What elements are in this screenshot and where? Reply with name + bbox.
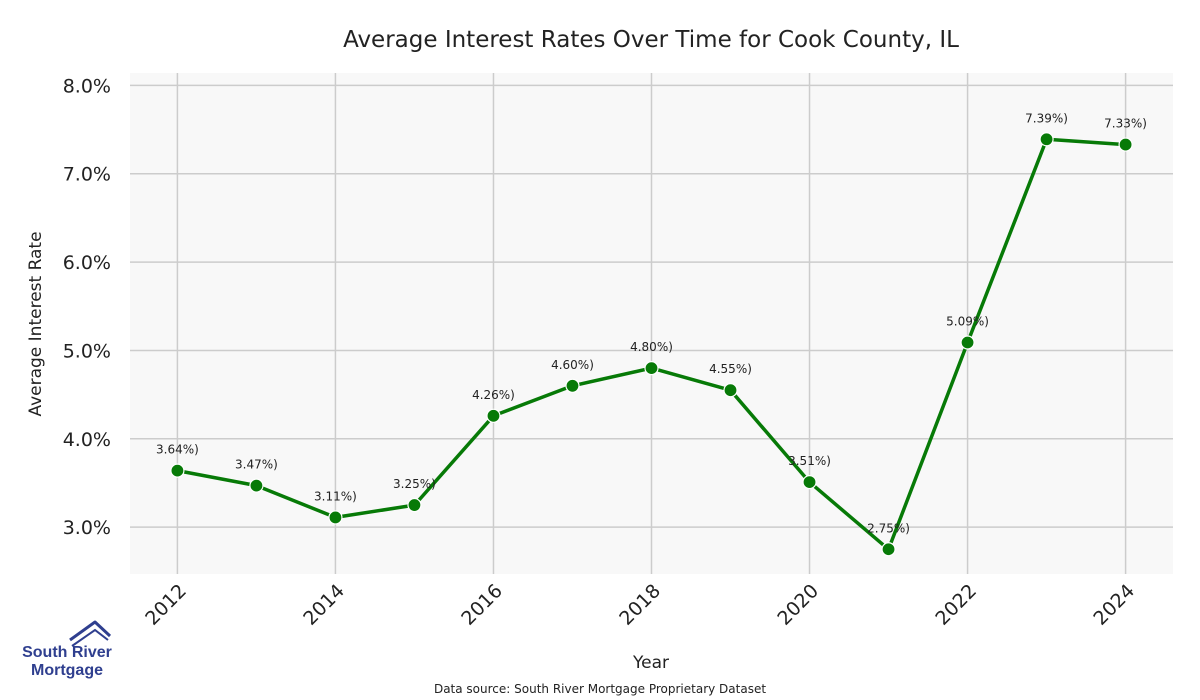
data-label: 3.64%) (156, 443, 199, 457)
data-labels: 3.64%) 3.47%) 3.11%) 3.25%) 4.26%) 4.60%) 4.80… (156, 111, 1147, 535)
data-label: 3.25%) (393, 477, 436, 491)
x-tick-label: 2012 (141, 580, 191, 630)
company-logo: South River Mortgage (22, 620, 112, 679)
chart-title: Average Interest Rates Over Time for Coo… (343, 27, 959, 53)
data-label: 4.55%) (709, 362, 752, 376)
data-point (486, 408, 501, 423)
logo-line-1: South River (22, 644, 112, 661)
data-point (802, 475, 817, 490)
y-tick-label: 5.0% (63, 340, 111, 362)
data-point (960, 335, 975, 350)
x-tick-label: 2024 (1089, 580, 1139, 630)
logo-line-2: Mortgage (31, 662, 103, 679)
data-point (565, 378, 580, 393)
data-point (723, 383, 738, 398)
data-label: 3.51%) (788, 454, 831, 468)
data-point (407, 497, 422, 513)
y-tick-label: 3.0% (63, 517, 111, 539)
y-tick-label: 4.0% (63, 429, 111, 451)
x-tick-label: 2016 (457, 580, 507, 630)
data-label: 3.47%) (235, 458, 278, 472)
data-point (1118, 137, 1133, 152)
data-point (249, 478, 264, 493)
house-roof-icon (69, 620, 112, 647)
data-label: 2.75%) (867, 521, 910, 535)
x-tick-label: 2022 (931, 580, 981, 630)
data-label: 4.80%) (630, 340, 673, 354)
y-tick-label: 7.0% (63, 164, 111, 186)
y-tick-labels: 3.0% 4.0% 5.0% 6.0% 7.0% 8.0% (63, 75, 111, 539)
data-points (170, 132, 1133, 557)
x-axis-label: Year (632, 653, 669, 673)
gridlines (130, 73, 1173, 574)
x-tick-label: 2018 (615, 580, 665, 630)
data-point (328, 510, 343, 525)
y-axis-label: Average Interest Rate (26, 231, 46, 416)
source-note: Data source: South River Mortgage Propri… (434, 682, 766, 696)
data-label: 7.33%) (1104, 117, 1147, 131)
data-label: 3.11%) (314, 489, 357, 503)
data-point (881, 542, 896, 557)
y-tick-label: 6.0% (63, 252, 111, 274)
x-tick-label: 2014 (299, 580, 349, 630)
data-point (170, 463, 185, 478)
y-tick-label: 8.0% (63, 75, 111, 97)
data-point (1039, 132, 1054, 147)
x-tick-label: 2020 (773, 580, 823, 630)
data-label: 7.39%) (1025, 111, 1068, 125)
data-label: 4.26%) (472, 388, 515, 402)
data-label: 4.60%) (551, 358, 594, 372)
data-label: 5.09%) (946, 314, 989, 328)
x-tick-labels: 2012 2014 2016 2018 2020 2022 2024 (141, 580, 1139, 630)
data-point (644, 361, 659, 376)
